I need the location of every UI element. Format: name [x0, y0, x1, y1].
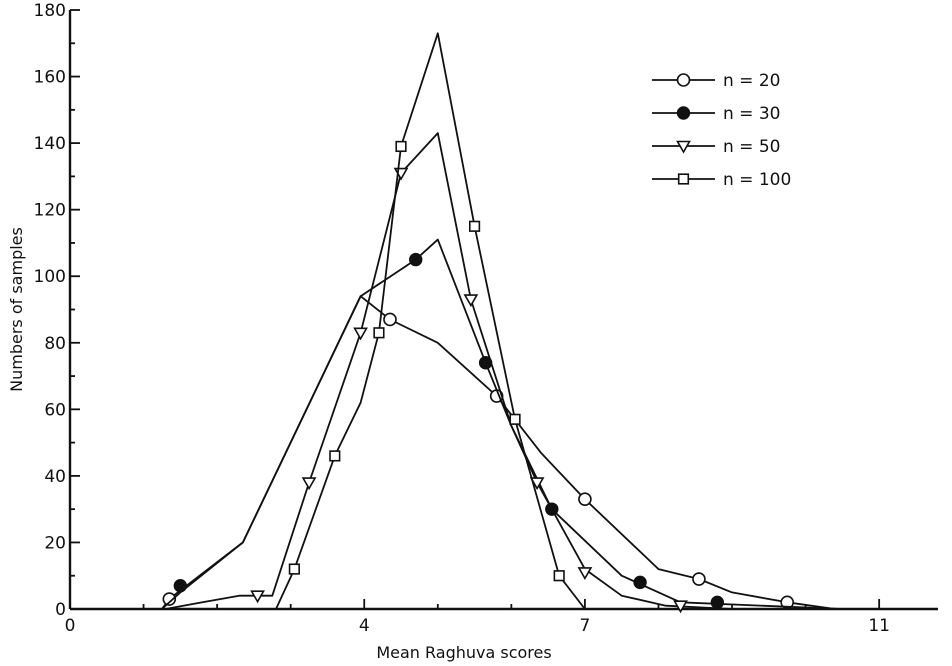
data-point: [288, 563, 300, 575]
legend-label: n = 50: [723, 137, 780, 157]
legend-label: n = 20: [723, 71, 780, 91]
data-point: [578, 492, 592, 506]
data-point: [373, 327, 385, 339]
data-point: [463, 294, 479, 308]
data-point: [577, 567, 593, 581]
legend-label: n = 30: [723, 104, 780, 124]
data-point: [509, 413, 521, 425]
series-line: [275, 32, 586, 610]
legend-marker: [676, 140, 691, 154]
x-ticks: 0 4 7 11: [65, 599, 890, 636]
series-1: [70, 295, 938, 610]
data-point: [250, 590, 265, 604]
x-axis-title: Mean Raghuva scores: [376, 643, 551, 662]
legend-marker: [677, 173, 690, 185]
series-2: [161, 238, 843, 610]
series-4: [275, 32, 586, 610]
data-point: [673, 600, 688, 614]
y-axis-title: Numbers of samples: [7, 227, 26, 392]
legend-item: n = 50: [652, 137, 780, 157]
y-tick-label: 140: [34, 134, 66, 154]
legend-label: n = 100: [723, 170, 791, 190]
series-line: [165, 132, 733, 610]
series-line: [70, 295, 938, 610]
series-line: [161, 238, 843, 610]
data-point: [301, 477, 317, 491]
data-point: [383, 312, 397, 327]
y-tick-label: 20: [44, 533, 66, 553]
y-tick-label: 120: [34, 201, 66, 221]
legend-marker: [676, 73, 691, 87]
series-group: [70, 32, 938, 614]
data-point: [162, 592, 177, 606]
axes: [68, 10, 938, 611]
data-point: [173, 579, 188, 593]
y-tick-label: 100: [34, 267, 66, 287]
x-tick-label: 4: [359, 616, 370, 636]
y-tick-label: 40: [44, 467, 66, 487]
y-tick-label: 0: [55, 600, 66, 620]
data-point: [329, 450, 341, 462]
y-tick-label: 160: [34, 68, 66, 88]
x-tick-label: 7: [580, 616, 591, 636]
y-tick-label: 80: [44, 334, 66, 354]
data-point: [468, 220, 481, 232]
data-point: [553, 570, 565, 582]
data-point: [409, 252, 423, 267]
data-point: [529, 477, 545, 491]
legend-item: n = 30: [652, 104, 780, 124]
y-ticks: 0 20 40 60 80 100 120 140 160 180: [34, 1, 80, 620]
y-tick-label: 180: [34, 1, 66, 21]
data-point: [710, 595, 725, 610]
data-point: [780, 595, 795, 610]
data-point: [692, 572, 706, 586]
series-3: [165, 132, 733, 614]
x-tick-label: 11: [868, 616, 890, 636]
data-point: [353, 327, 368, 341]
legend-item: n = 100: [652, 170, 791, 190]
data-point: [633, 575, 647, 590]
y-tick-label: 60: [44, 400, 66, 420]
data-point: [395, 140, 407, 153]
legend-item: n = 20: [652, 71, 780, 91]
x-tick-label: 0: [65, 616, 76, 636]
legend-marker: [676, 106, 691, 120]
legend: n = 20 n = 30 n = 50 n = 100: [652, 71, 791, 190]
